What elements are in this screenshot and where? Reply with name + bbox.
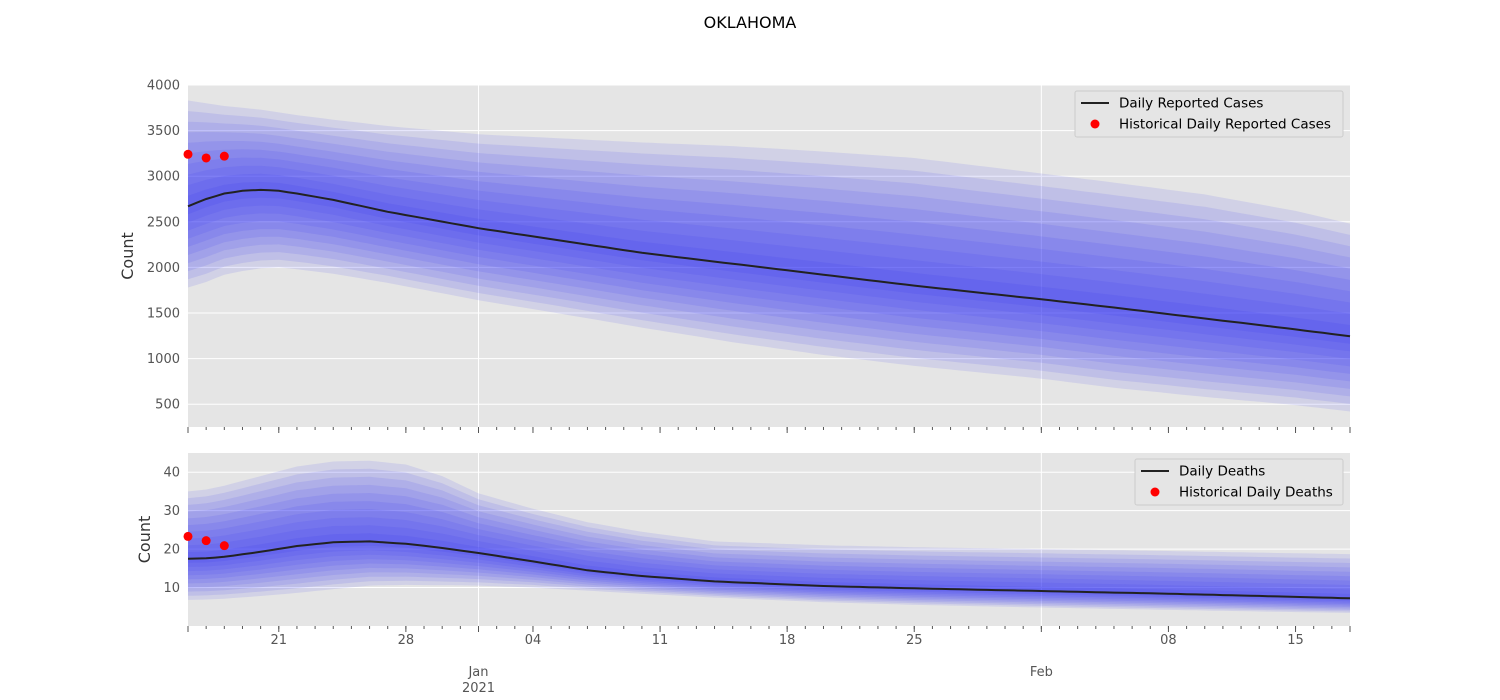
y-tick-label: 500 [155,398,180,413]
y-axis-label: Count [135,516,154,564]
y-tick-label: 3000 [147,170,180,185]
x-tick-label: 18 [779,633,796,648]
forecast-band [188,468,1350,612]
x-tick-label: 21 [271,633,288,648]
x-tick-label: 08 [1160,633,1177,648]
plot-area [188,85,1350,427]
forecast-band [188,501,1350,606]
panel-2: 10 20 30 40 Count Daily Deaths Historical Dail… [135,453,1351,632]
forecast-band [188,157,1350,367]
legend-point-swatch [1150,487,1160,497]
x-month-label: Jan [467,665,488,680]
y-tick-label: 2500 [147,215,180,230]
x-year-label: 2021 [462,681,495,696]
x-tick-label: 28 [398,633,415,648]
y-tick-label: 20 [163,543,180,558]
legend-entry: Historical Daily Deaths [1179,485,1333,501]
forecast-band [188,476,1350,610]
y-tick-label: 1500 [147,307,180,322]
forecast-band [188,111,1350,404]
historical-point [183,149,193,159]
x-tick-label: 15 [1287,633,1304,648]
legend-entry: Daily Reported Cases [1119,96,1263,112]
historical-point [183,531,193,541]
legend-box [1134,458,1344,506]
forecast-band [188,132,1350,389]
forecast-band [188,173,1350,352]
forecast-band [188,181,1350,344]
forecast-band [188,165,1350,359]
median-line [187,188,1351,338]
legend-point-swatch [1090,119,1100,129]
x-tick-label: 11 [652,633,669,648]
legend-entry: Daily Deaths [1179,464,1265,480]
y-tick-label: 4000 [147,79,180,94]
forecast-band [188,149,1350,374]
forecast-band [188,525,1350,602]
x-tick-label: 04 [525,633,542,648]
forecast-band [188,493,1350,608]
legend-entry: Historical Daily Reported Cases [1119,117,1331,133]
panel-1: 500 1000 1500 2000 2500 3000 3500 4000 Count Dail… [118,79,1351,433]
forecast-band [188,517,1350,603]
forecast-band [188,533,1350,600]
median-line [187,540,1351,600]
legend: Daily Deaths Historical Daily Deaths [1134,458,1344,506]
historical-point [201,536,211,546]
historical-point [219,151,229,161]
forecast-band [188,141,1350,382]
y-tick-label: 40 [163,466,180,481]
forecast-band [188,484,1350,609]
historical-point [219,541,229,551]
y-tick-label: 2000 [147,261,180,276]
x-tick-label: 25 [906,633,923,648]
legend-box [1074,90,1344,138]
legend: Daily Reported Cases Historical Daily Rep… [1074,90,1344,138]
historical-point [201,153,211,163]
y-tick-label: 10 [163,581,180,596]
y-tick-label: 3500 [147,124,180,139]
y-tick-label: 30 [163,504,180,519]
forecast-band [188,509,1350,605]
y-axis-label: Count [118,232,137,280]
forecast-band [188,121,1350,397]
forecast-band [188,460,1350,613]
chart-title: OKLAHOMA [704,13,797,32]
forecast-band [188,100,1350,412]
x-month-label: Feb [1030,665,1053,680]
y-tick-label: 1000 [147,352,180,367]
